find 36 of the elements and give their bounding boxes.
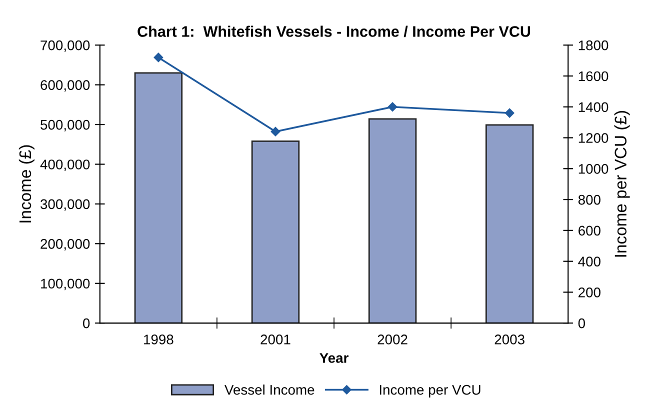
point xyxy=(154,52,164,62)
y-axis-title: Income (£) xyxy=(18,145,34,222)
x-tick-label: 1998 xyxy=(144,334,174,344)
y2-tick-label: 400 xyxy=(578,256,600,266)
y2-tick-label: 0 xyxy=(578,318,586,328)
x-tick-label: 2001 xyxy=(260,334,290,344)
legend-label: Income per VCU xyxy=(380,384,480,398)
x-tick-label: 2002 xyxy=(378,334,408,344)
y2-tick-label: 1200 xyxy=(578,133,608,143)
x-axis-title: Year xyxy=(320,353,348,363)
y2-axis-title: Income per VCU (£) xyxy=(614,111,630,257)
y-tick-label: 400,000 xyxy=(40,160,90,172)
point xyxy=(504,108,514,118)
y2-tick-label: 1000 xyxy=(578,164,608,174)
bar xyxy=(134,72,183,324)
y2-tick-label: 800 xyxy=(578,194,600,205)
bar xyxy=(368,118,417,324)
y2-tick-label: 1400 xyxy=(578,102,608,112)
y2-tick-label: 1600 xyxy=(578,71,608,82)
bar xyxy=(485,124,534,324)
y-tick-label: 200,000 xyxy=(40,238,90,250)
legend-label: Vessel Income xyxy=(224,384,314,395)
point xyxy=(270,126,280,136)
y-tick-label: 600,000 xyxy=(40,80,90,92)
y2-tick-label: 200 xyxy=(578,288,600,298)
y-tick-label: 300,000 xyxy=(40,199,90,211)
y-tick-label: 100,000 xyxy=(41,278,90,290)
y2-tick-label: 600 xyxy=(578,226,600,236)
y-tick-label: 0 xyxy=(83,318,90,328)
y-tick-label: 700,000 xyxy=(40,40,90,52)
y2-tick-label: 1800 xyxy=(578,40,608,50)
chart-title: Chart 1: Whitefish Vessels - Income / Income Per VCU xyxy=(138,26,530,38)
y-tick-label: 500,000 xyxy=(40,120,90,132)
bar xyxy=(251,140,300,324)
x-tick-label: 2003 xyxy=(494,334,524,344)
point xyxy=(388,102,398,112)
